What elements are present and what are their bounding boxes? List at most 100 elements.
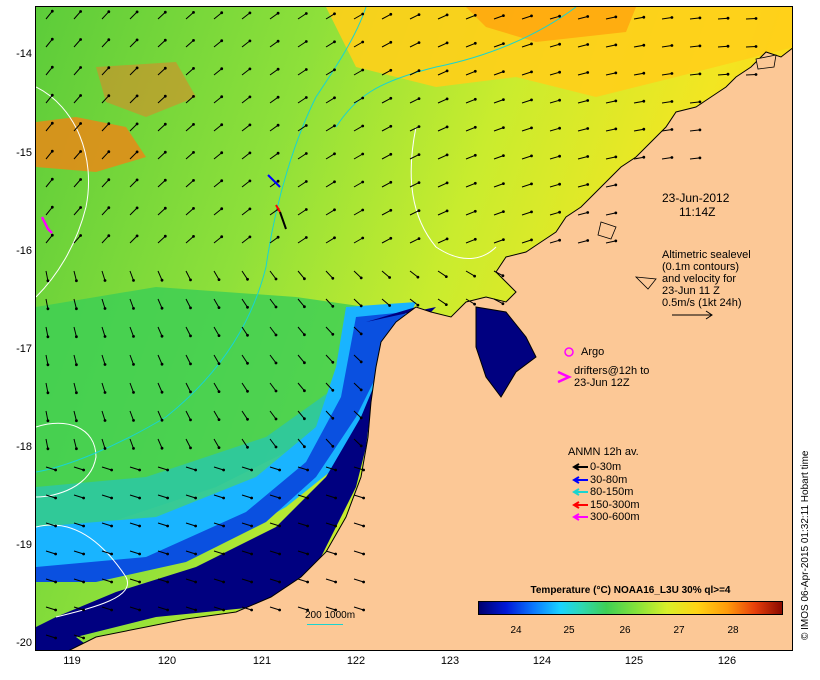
- velocity-arrow: [297, 466, 308, 471]
- velocity-arrow: [353, 410, 362, 419]
- velocity-arrow: [45, 234, 53, 244]
- velocity-arrow: [45, 578, 56, 583]
- velocity-arrow: [353, 153, 363, 160]
- velocity-arrow-head: [303, 417, 306, 421]
- drifters-line: drifters@12h to: [574, 365, 650, 377]
- map-frame[interactable]: [35, 6, 793, 651]
- velocity-arrow: [297, 494, 308, 499]
- velocity-arrow: [213, 180, 223, 188]
- velocity-arrow: [101, 207, 110, 216]
- velocity-arrow: [101, 179, 110, 188]
- velocity-arrow: [241, 466, 252, 471]
- velocity-arrow-head: [217, 278, 221, 281]
- kimberley-bay: [475, 306, 537, 398]
- velocity-arrow-head: [473, 209, 477, 213]
- velocity-arrow: [577, 16, 588, 20]
- velocity-arrow-head: [79, 234, 82, 237]
- velocity-arrow-head: [110, 468, 113, 472]
- velocity-arrow-head: [50, 37, 54, 41]
- velocity-arrow-head: [222, 552, 226, 556]
- velocity-arrow: [73, 382, 77, 393]
- velocity-arrow-head: [359, 332, 363, 336]
- velocity-arrow-head: [217, 334, 221, 337]
- velocity-arrow: [381, 298, 390, 306]
- velocity-arrow: [409, 14, 420, 20]
- velocity-arrow-head: [194, 468, 198, 472]
- velocity-arrow: [129, 494, 140, 499]
- velocity-arrow-head: [444, 303, 448, 306]
- velocity-arrow-head: [445, 41, 449, 45]
- velocity-arrow-head: [417, 13, 421, 16]
- velocity-arrow: [269, 270, 277, 280]
- velocity-arrow-head: [586, 71, 590, 74]
- velocity-arrow-head: [166, 580, 170, 584]
- velocity-arrow-head: [135, 38, 139, 42]
- velocity-arrow-head: [82, 524, 85, 528]
- velocity-arrow-head: [248, 95, 252, 99]
- velocity-arrow: [73, 578, 84, 583]
- velocity-arrow-head: [473, 13, 477, 17]
- velocity-arrow: [185, 270, 191, 281]
- velocity-arrow: [633, 100, 644, 104]
- velocity-arrow: [73, 522, 84, 527]
- velocity-arrow-head: [334, 552, 337, 556]
- velocity-arrow: [353, 578, 364, 583]
- lat-tick: -15: [16, 147, 32, 159]
- velocity-arrow: [185, 578, 196, 583]
- velocity-arrow: [213, 410, 220, 420]
- velocity-arrow-head: [135, 66, 139, 70]
- velocity-arrow: [213, 494, 224, 499]
- velocity-arrow: [493, 71, 504, 76]
- sealevel-contour-3: [36, 422, 97, 498]
- velocity-arrow-head: [306, 580, 309, 584]
- velocity-arrow-head: [79, 38, 82, 41]
- velocity-arrow-head: [160, 390, 164, 394]
- velocity-arrow-head: [135, 122, 139, 126]
- velocity-arrow-head: [473, 302, 476, 306]
- depth-arrow-icon: [572, 488, 588, 496]
- velocity-arrow: [409, 210, 420, 216]
- velocity-arrow: [185, 438, 191, 449]
- velocity-arrow: [157, 606, 168, 611]
- velocity-arrow-head: [163, 66, 167, 70]
- velocity-arrow: [297, 522, 308, 527]
- altimetry-line: 23-Jun 11 Z: [662, 285, 720, 297]
- velocity-arrow-head: [333, 208, 336, 212]
- velocity-arrow: [409, 298, 419, 306]
- velocity-arrow-head: [389, 96, 393, 100]
- velocity-arrow-head: [502, 238, 505, 242]
- velocity-arrow: [129, 578, 140, 583]
- velocity-arrow: [213, 40, 223, 48]
- velocity-arrow-head: [586, 15, 590, 18]
- velocity-arrow-head: [103, 307, 107, 310]
- velocity-arrow-head: [333, 180, 336, 184]
- warm-patch-north: [326, 7, 792, 97]
- warm-patch-northeast: [466, 7, 636, 42]
- velocity-arrow: [101, 235, 110, 244]
- lon-tick: 125: [624, 655, 644, 667]
- velocity-arrow: [213, 438, 220, 448]
- velocity-arrow-head: [163, 10, 167, 14]
- velocity-arrow-head: [138, 580, 141, 584]
- velocity-arrow: [353, 354, 362, 363]
- velocity-arrow-head: [138, 608, 141, 612]
- velocity-arrow: [465, 14, 476, 20]
- velocity-arrow-head: [304, 68, 308, 71]
- velocity-arrow: [241, 298, 248, 308]
- velocity-arrow-head: [222, 608, 226, 612]
- velocity-arrow-head: [726, 72, 730, 76]
- velocity-arrow: [297, 326, 305, 336]
- velocity-arrow: [409, 42, 420, 48]
- velocity-arrow: [213, 236, 223, 244]
- velocity-arrow-head: [50, 9, 54, 13]
- velocity-arrow-head: [220, 235, 224, 239]
- velocity-arrow-head: [160, 362, 164, 366]
- velocity-arrow-head: [530, 210, 533, 214]
- velocity-arrow: [381, 69, 392, 76]
- velocity-arrow-head: [530, 70, 533, 74]
- velocity-arrow: [101, 95, 110, 104]
- velocity-arrow-head: [614, 239, 618, 243]
- velocity-arrow: [129, 522, 140, 527]
- velocity-arrow-head: [276, 179, 280, 183]
- velocity-arrow: [45, 178, 53, 188]
